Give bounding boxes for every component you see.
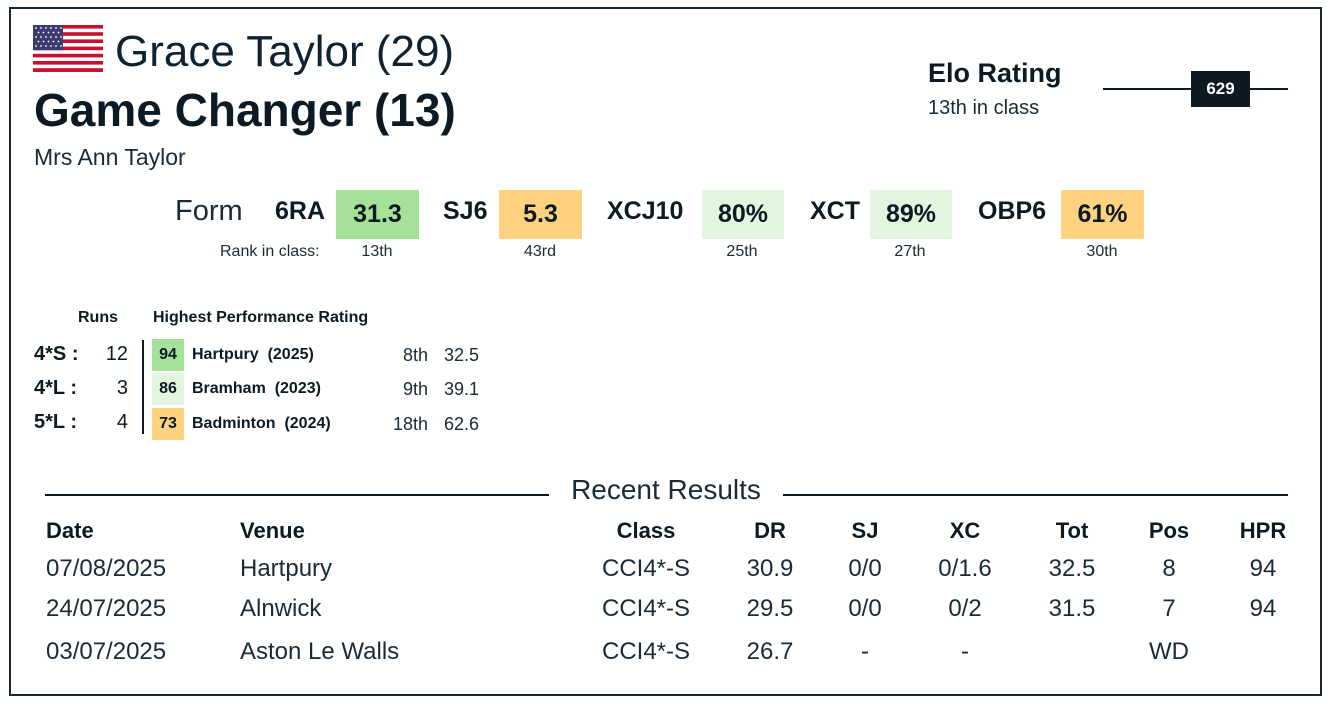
table-row-class: CCI4*-S <box>601 595 691 622</box>
runs-row: 4*S :12 <box>34 343 128 365</box>
rank-obp6: 30th <box>1086 243 1118 260</box>
rank-xcj10: 25th <box>726 243 758 260</box>
runs-row: 5*L :4 <box>34 411 128 433</box>
rider-name: Grace Taylor (29) <box>115 27 455 76</box>
hpr-result-score: 32.5 <box>444 345 480 365</box>
hpr-score-badge: 94 <box>152 339 184 371</box>
table-row-xc: 0/2 <box>948 595 982 622</box>
col-pos: Pos <box>1148 518 1190 543</box>
elo-title: Elo Rating <box>928 58 1062 88</box>
hpr-event: Bramham (2023) <box>192 380 321 397</box>
table-row-venue: Hartpury <box>240 555 333 582</box>
col-dr: DR <box>754 518 786 543</box>
table-row-pos: 8 <box>1162 555 1176 582</box>
rank-sj6: 43rd <box>523 243 557 260</box>
form-value-xcj10: 80% <box>702 190 784 239</box>
elo-class-rank: 13th in class <box>928 97 1040 119</box>
form-value-obp6: 61% <box>1061 190 1144 239</box>
hpr-result-score: 62.6 <box>444 414 480 434</box>
rank-xct: 27th <box>894 243 926 260</box>
form-value-6ra: 31.3 <box>336 190 419 239</box>
recent-divider-right <box>783 494 1288 496</box>
table-row-pos: 7 <box>1162 595 1176 622</box>
col-tot: Tot <box>1055 518 1089 543</box>
owner-name: Mrs Ann Taylor <box>34 144 186 170</box>
table-row-dr: 29.5 <box>746 595 794 622</box>
col-hpr: HPR <box>1239 518 1287 543</box>
table-row-date: 24/07/2025 <box>46 595 167 622</box>
col-sj: SJ <box>851 518 879 543</box>
table-row-class: CCI4*-S <box>601 638 691 665</box>
runs-heading: Runs <box>78 309 118 326</box>
table-row-sj: 0/0 <box>848 595 882 622</box>
col-class: Class <box>616 518 676 543</box>
recent-divider-left <box>45 494 549 496</box>
form-key-obp6: OBP6 <box>978 197 1047 225</box>
recent-results-title: Recent Results <box>571 474 761 505</box>
table-row-dr: 26.7 <box>746 638 794 665</box>
runs-row: 4*L :3 <box>34 377 128 399</box>
form-value-xct: 89% <box>870 190 952 239</box>
table-row-sj: 0/0 <box>848 555 882 582</box>
rank-in-class-label: Rank in class: <box>220 243 320 260</box>
form-key-xcj10: XCJ10 <box>607 197 684 225</box>
rank-6ra: 13th <box>361 243 393 260</box>
hpr-position: 18th <box>392 414 428 434</box>
col-xc: XC <box>949 518 981 543</box>
table-row-pos: WD <box>1149 638 1189 665</box>
hpr-heading: Highest Performance Rating <box>153 309 369 326</box>
form-label: Form <box>175 195 243 227</box>
form-key-6ra: 6RA <box>275 197 326 225</box>
table-row-hpr: 94 <box>1249 555 1277 582</box>
hpr-event: Hartpury (2025) <box>192 346 314 363</box>
elo-value-badge: 629 <box>1191 71 1250 107</box>
hpr-result-score: 39.1 <box>444 379 480 399</box>
table-row-tot: 31.5 <box>1048 595 1096 622</box>
hpr-score-badge: 86 <box>152 373 184 405</box>
profile-card <box>9 7 1322 696</box>
col-venue: Venue <box>240 518 305 543</box>
table-row-venue: Alnwick <box>240 595 322 622</box>
table-row-sj: - <box>861 638 869 665</box>
hpr-score-badge: 73 <box>152 408 184 440</box>
table-row-xc: 0/1.6 <box>938 555 992 582</box>
hpr-position: 9th <box>402 379 428 399</box>
runs-divider <box>142 340 144 434</box>
table-row-date: 07/08/2025 <box>46 555 167 582</box>
table-row-xc: - <box>961 638 969 665</box>
table-row-dr: 30.9 <box>746 555 794 582</box>
hpr-position: 8th <box>402 345 428 365</box>
table-row-hpr: 94 <box>1249 595 1277 622</box>
table-row-class: CCI4*-S <box>601 555 691 582</box>
table-row-venue: Aston Le Walls <box>240 638 400 665</box>
horse-name: Game Changer (13) <box>34 84 456 136</box>
form-value-sj6: 5.3 <box>499 190 582 239</box>
form-key-xct: XCT <box>810 197 860 225</box>
form-key-sj6: SJ6 <box>443 197 488 225</box>
table-row-tot: 32.5 <box>1048 555 1096 582</box>
table-row-date: 03/07/2025 <box>46 638 167 665</box>
hpr-event: Badminton (2024) <box>192 415 331 432</box>
us-flag-icon <box>33 25 103 72</box>
col-date: Date <box>46 518 94 543</box>
